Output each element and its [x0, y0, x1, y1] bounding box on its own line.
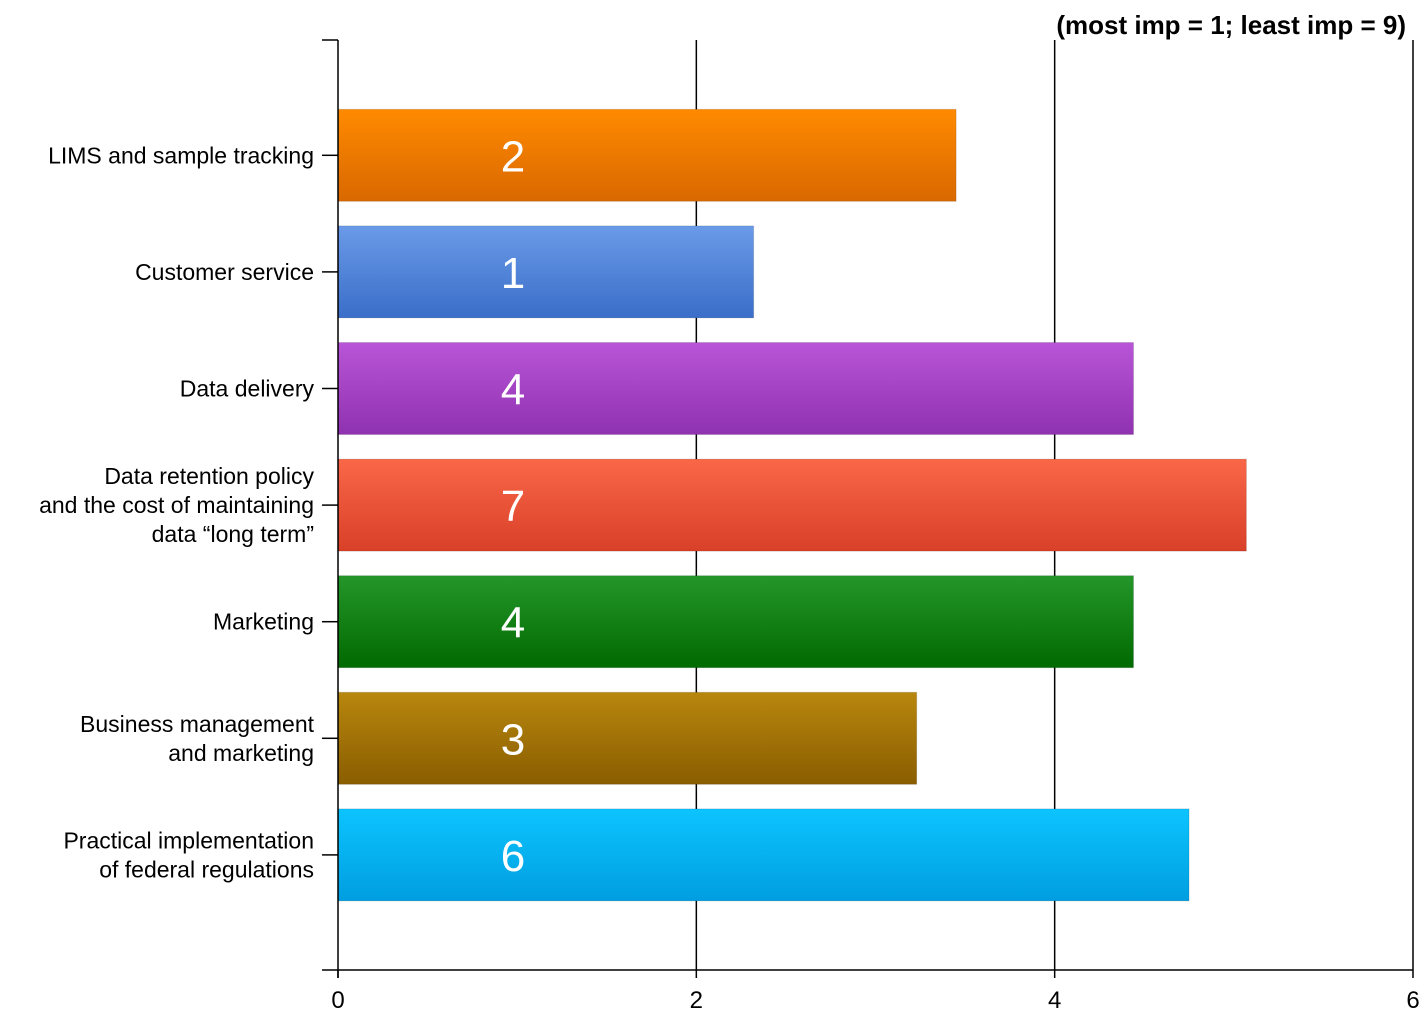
category-label-line: data “long term”: [152, 521, 314, 547]
category-label: Data retention policy and the cost of mai…: [39, 463, 314, 547]
category-label-line: LIMS and sample tracking: [48, 142, 314, 168]
x-tick-label: 4: [1048, 987, 1061, 1012]
category-label: Business management and marketing: [80, 711, 315, 766]
bar: [337, 458, 1247, 552]
category-label-line: of federal regulations: [99, 856, 314, 882]
category-label-line: Practical implementation: [63, 827, 314, 853]
bar: [337, 808, 1190, 902]
importance-note: (most imp = 1; least imp = 9): [1056, 10, 1406, 40]
bar: [337, 575, 1134, 669]
category-label-line: Marketing: [213, 609, 314, 635]
bars-layer: [337, 108, 1247, 902]
category-label-line: Customer service: [135, 259, 314, 285]
category-label: LIMS and sample tracking: [48, 142, 314, 168]
bar-data-label: 3: [501, 715, 525, 764]
category-label-line: and the cost of maintaining: [39, 492, 314, 518]
x-tick-label: 0: [331, 987, 344, 1012]
bar: [337, 342, 1134, 435]
bar-data-label: 4: [501, 599, 525, 648]
bar-data-label: 6: [501, 832, 525, 881]
labels-layer: 2 1 4 7 4 3 6: [501, 132, 525, 881]
category-label: Customer service: [135, 259, 314, 285]
bar-data-label: 7: [501, 482, 525, 531]
category-label: Marketing: [213, 609, 314, 635]
bar-data-label: 1: [501, 249, 525, 298]
bar-data-label: 2: [501, 132, 525, 181]
category-label-line: Data retention policy: [104, 463, 314, 489]
x-tick-label: 2: [690, 987, 703, 1012]
category-label-line: Business management: [80, 711, 315, 737]
bar: [337, 225, 755, 319]
x-tick-label: 6: [1406, 987, 1419, 1012]
bar: [337, 691, 918, 785]
category-label: Practical implementation of federal regul…: [63, 827, 314, 882]
bar: [337, 108, 957, 202]
bar-data-label: 4: [501, 366, 525, 415]
category-label-line: and marketing: [168, 740, 314, 766]
category-label-line: Data delivery: [180, 376, 315, 402]
axis-layer: 0 2 4 6 LIMS and sample tracking Customer ser…: [39, 39, 1420, 1014]
category-label: Data delivery: [180, 376, 315, 402]
